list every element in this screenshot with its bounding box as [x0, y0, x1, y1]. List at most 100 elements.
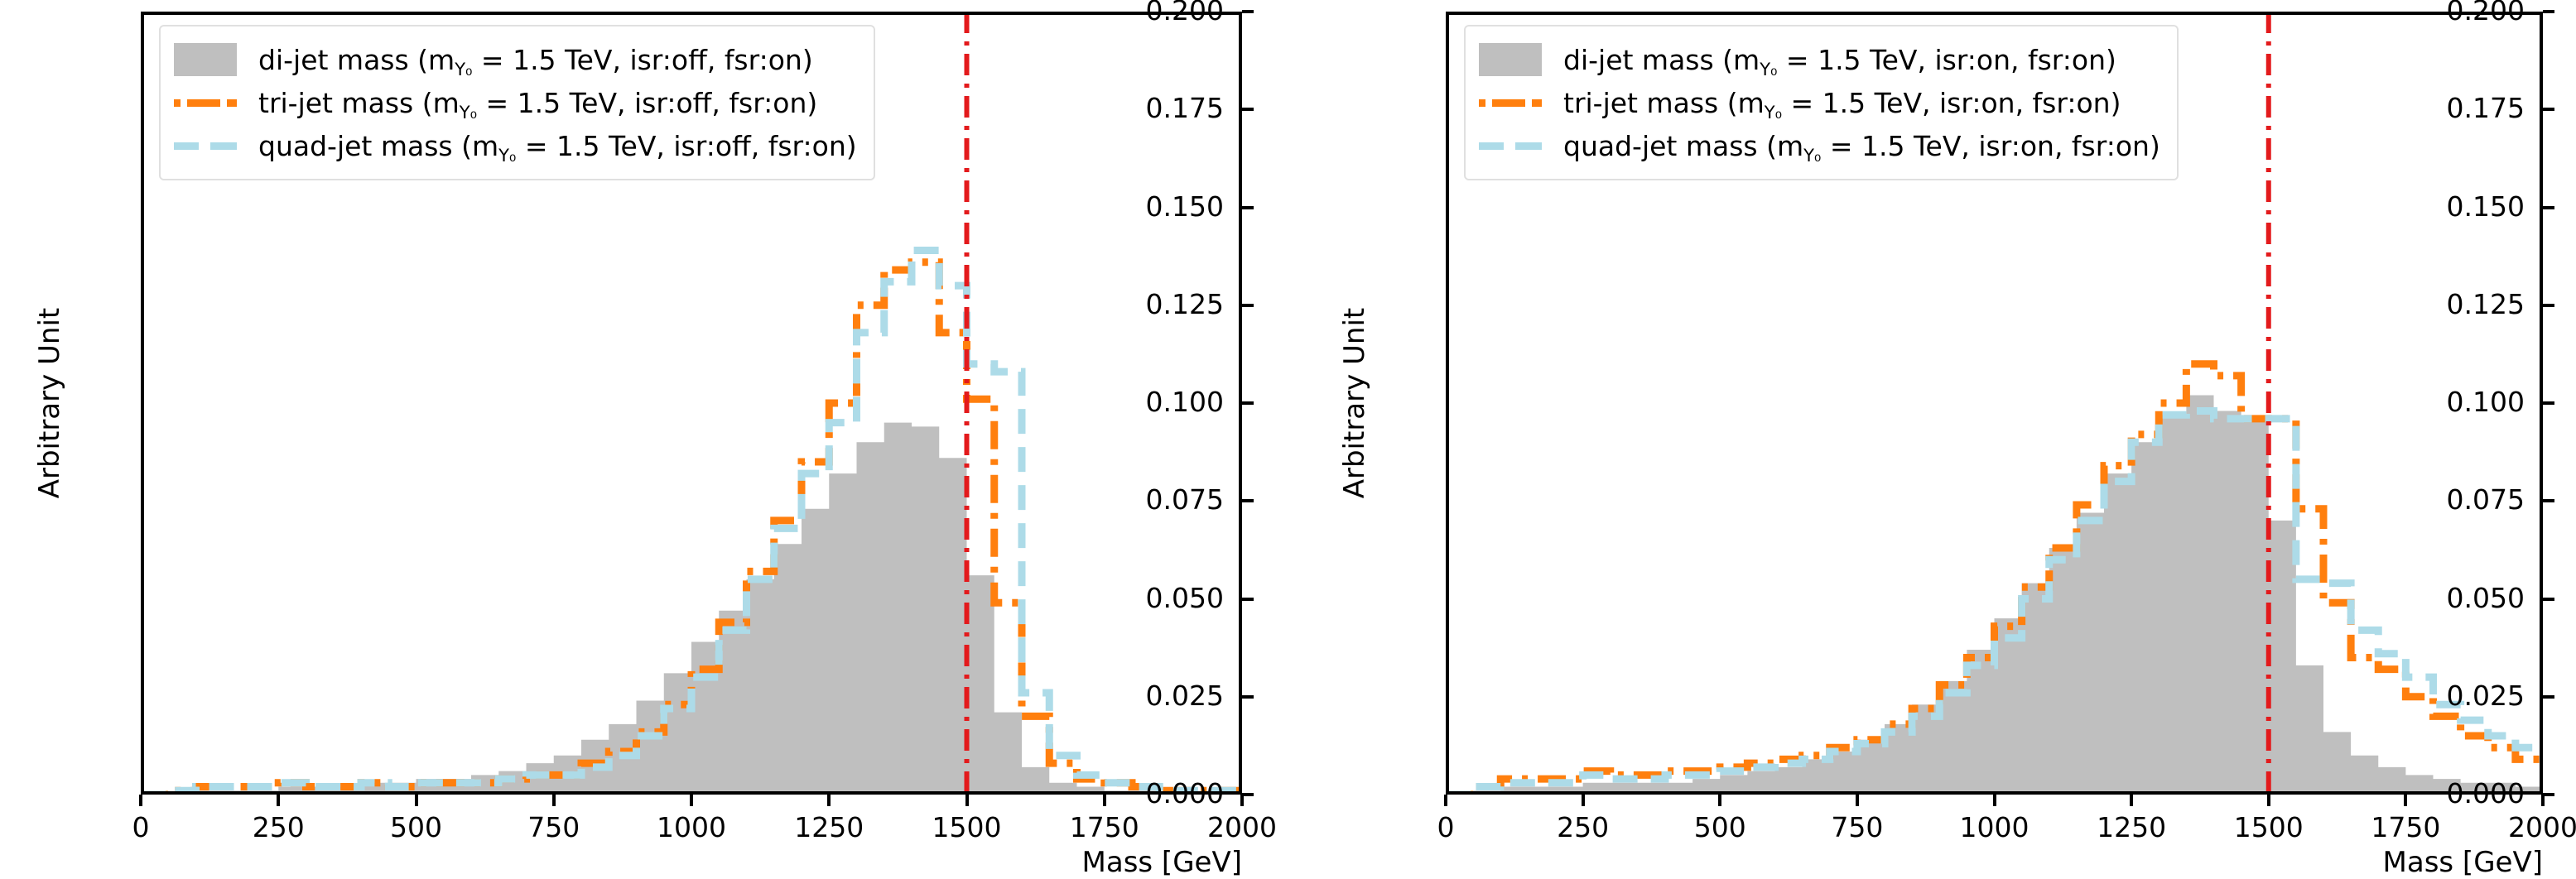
- ytick-label: 0.025: [1145, 679, 1224, 712]
- legend-label: di-jet mass (mY₀ = 1.5 TeV, isr:on, fsr:…: [1563, 43, 2116, 79]
- left-series-quad-jet: [141, 247, 1242, 795]
- xtick-label: 1500: [2233, 811, 2304, 843]
- legend-label-subscript: Y₀: [498, 145, 517, 166]
- legend-label-suffix: = 1.5 TeV, isr:off, fsr:on): [516, 129, 857, 162]
- legend-swatch-dashdot: [174, 86, 237, 119]
- xtick-label: 1000: [657, 811, 726, 843]
- ytick-label: 0.200: [2446, 0, 2525, 26]
- ytick-mark: [1242, 793, 1254, 796]
- xtick-mark: [827, 795, 831, 806]
- ytick-mark: [2543, 694, 2554, 699]
- xtick-label: 1750: [2371, 811, 2441, 843]
- xtick-mark: [1444, 795, 1447, 806]
- legend-label: di-jet mass (mY₀ = 1.5 TeV, isr:off, fsr…: [258, 43, 813, 79]
- xtick-label: 750: [1831, 811, 1884, 843]
- ytick-mark: [2543, 597, 2554, 601]
- xtick-mark: [690, 795, 693, 806]
- xtick-label: 2000: [2508, 811, 2576, 843]
- xtick-mark: [2130, 795, 2134, 806]
- ytick-label: 0.050: [2446, 581, 2525, 614]
- legend-label: tri-jet mass (mY₀ = 1.5 TeV, isr:on, fsr…: [1563, 86, 2121, 122]
- xtick-label: 1750: [1069, 811, 1139, 843]
- ytick-mark: [2543, 205, 2554, 209]
- right-series-quad-jet: [1446, 406, 2543, 795]
- left-plot-area: [141, 12, 1242, 795]
- right-xlabel: Mass [GeV]: [2382, 846, 2543, 879]
- left-xlabel: Mass [GeV]: [1081, 846, 1242, 879]
- ytick-label: 0.000: [1145, 777, 1224, 809]
- legend-line-sample: [1479, 99, 1542, 107]
- ytick-mark: [1242, 108, 1254, 112]
- legend-label-prefix: tri-jet mass (m: [1563, 86, 1765, 119]
- xtick-mark: [2541, 795, 2545, 806]
- ytick-mark: [1242, 303, 1254, 307]
- legend-swatch-dashed: [174, 129, 237, 162]
- legend-label: quad-jet mass (mY₀ = 1.5 TeV, isr:on, fs…: [1563, 129, 2160, 166]
- xtick-mark: [2266, 795, 2270, 806]
- legend-label-prefix: tri-jet mass (m: [258, 86, 460, 119]
- xtick-mark: [277, 795, 281, 806]
- xtick-label: 1500: [932, 811, 1002, 843]
- ytick-mark: [1242, 694, 1254, 699]
- ytick-label: 0.050: [1145, 581, 1224, 614]
- ytick-mark: [1242, 401, 1254, 405]
- legend-row: quad-jet mass (mY₀ = 1.5 TeV, isr:off, f…: [174, 124, 857, 167]
- legend-swatch-dashed: [1479, 129, 1542, 162]
- ytick-label: 0.000: [2446, 777, 2525, 809]
- legend-label-subscript: Y₀: [455, 59, 473, 79]
- ytick-mark: [2543, 10, 2554, 13]
- legend-label: tri-jet mass (mY₀ = 1.5 TeV, isr:off, fs…: [258, 86, 818, 122]
- legend-label-suffix: = 1.5 TeV, isr:off, fsr:on): [472, 43, 813, 76]
- legend-row: tri-jet mass (mY₀ = 1.5 TeV, isr:on, fsr…: [1479, 81, 2160, 124]
- ytick-label: 0.075: [1145, 483, 1224, 516]
- right-ylabel: Arbitrary Unit: [1338, 307, 1371, 499]
- left-axes-frame: [141, 12, 1242, 795]
- legend-swatch-fill: [174, 43, 237, 76]
- xtick-label: 1000: [1959, 811, 2030, 843]
- xtick-mark: [139, 795, 142, 806]
- legend-label: quad-jet mass (mY₀ = 1.5 TeV, isr:off, f…: [258, 129, 857, 166]
- left-ylabel: Arbitrary Unit: [33, 307, 66, 499]
- legend-label-subscript: Y₀: [1803, 145, 1822, 166]
- xtick-label: 2000: [1207, 811, 1277, 843]
- legend-label-subscript: Y₀: [1764, 102, 1782, 122]
- ytick-mark: [2543, 401, 2554, 405]
- ytick-label: 0.075: [2446, 483, 2525, 516]
- ytick-mark: [1242, 205, 1254, 209]
- xtick-label: 1250: [794, 811, 864, 843]
- right-panel: 0.000 0.025 0.050 0.075 0.100 0.125 0.150 0.175…: [1288, 0, 2576, 879]
- xtick-mark: [1855, 795, 1859, 806]
- xtick-mark: [1240, 795, 1244, 806]
- ytick-mark: [2543, 108, 2554, 112]
- xtick-label: 500: [1693, 811, 1746, 843]
- ytick-label: 0.150: [1145, 190, 1224, 223]
- ytick-label: 0.125: [2446, 287, 2525, 320]
- legend-swatch-dashdot: [1479, 86, 1542, 119]
- legend-label-prefix: di-jet mass (m: [1563, 43, 1760, 76]
- right-axes-frame: [1446, 12, 2543, 795]
- xtick-mark: [551, 795, 556, 806]
- xtick-label: 1250: [2097, 811, 2167, 843]
- ytick-mark: [1242, 10, 1254, 13]
- ytick-mark: [2543, 499, 2554, 503]
- xtick-mark: [2404, 795, 2408, 806]
- legend-label-suffix: = 1.5 TeV, isr:on, fsr:on): [1821, 129, 2160, 162]
- legend-label-prefix: quad-jet mass (m: [1563, 129, 1804, 162]
- ytick-label: 0.100: [2446, 386, 2525, 418]
- ytick-label: 0.200: [1145, 0, 1224, 26]
- ytick-label: 0.175: [2446, 92, 2525, 125]
- right-legend: di-jet mass (m Y₀ = 1.5 TeV, isr:on, fsr:…: [1464, 25, 2179, 180]
- xtick-label: 0: [1437, 811, 1455, 843]
- legend-line-sample: [174, 99, 237, 107]
- legend-label-suffix: = 1.5 TeV, isr:off, fsr:on): [477, 86, 818, 119]
- xtick-label: 0: [132, 811, 150, 843]
- right-histogram-canvas: [1446, 12, 2543, 795]
- xtick-label: 500: [390, 811, 442, 843]
- xtick-mark: [1102, 795, 1106, 806]
- left-panel: 0.000 0.025 0.050 0.075 0.100 0.125 0.150 0.175…: [0, 0, 1288, 879]
- right-series-tri-jet: [1446, 360, 2543, 795]
- ytick-mark: [1242, 499, 1254, 503]
- ytick-label: 0.025: [2446, 679, 2525, 712]
- xtick-label: 250: [1557, 811, 1610, 843]
